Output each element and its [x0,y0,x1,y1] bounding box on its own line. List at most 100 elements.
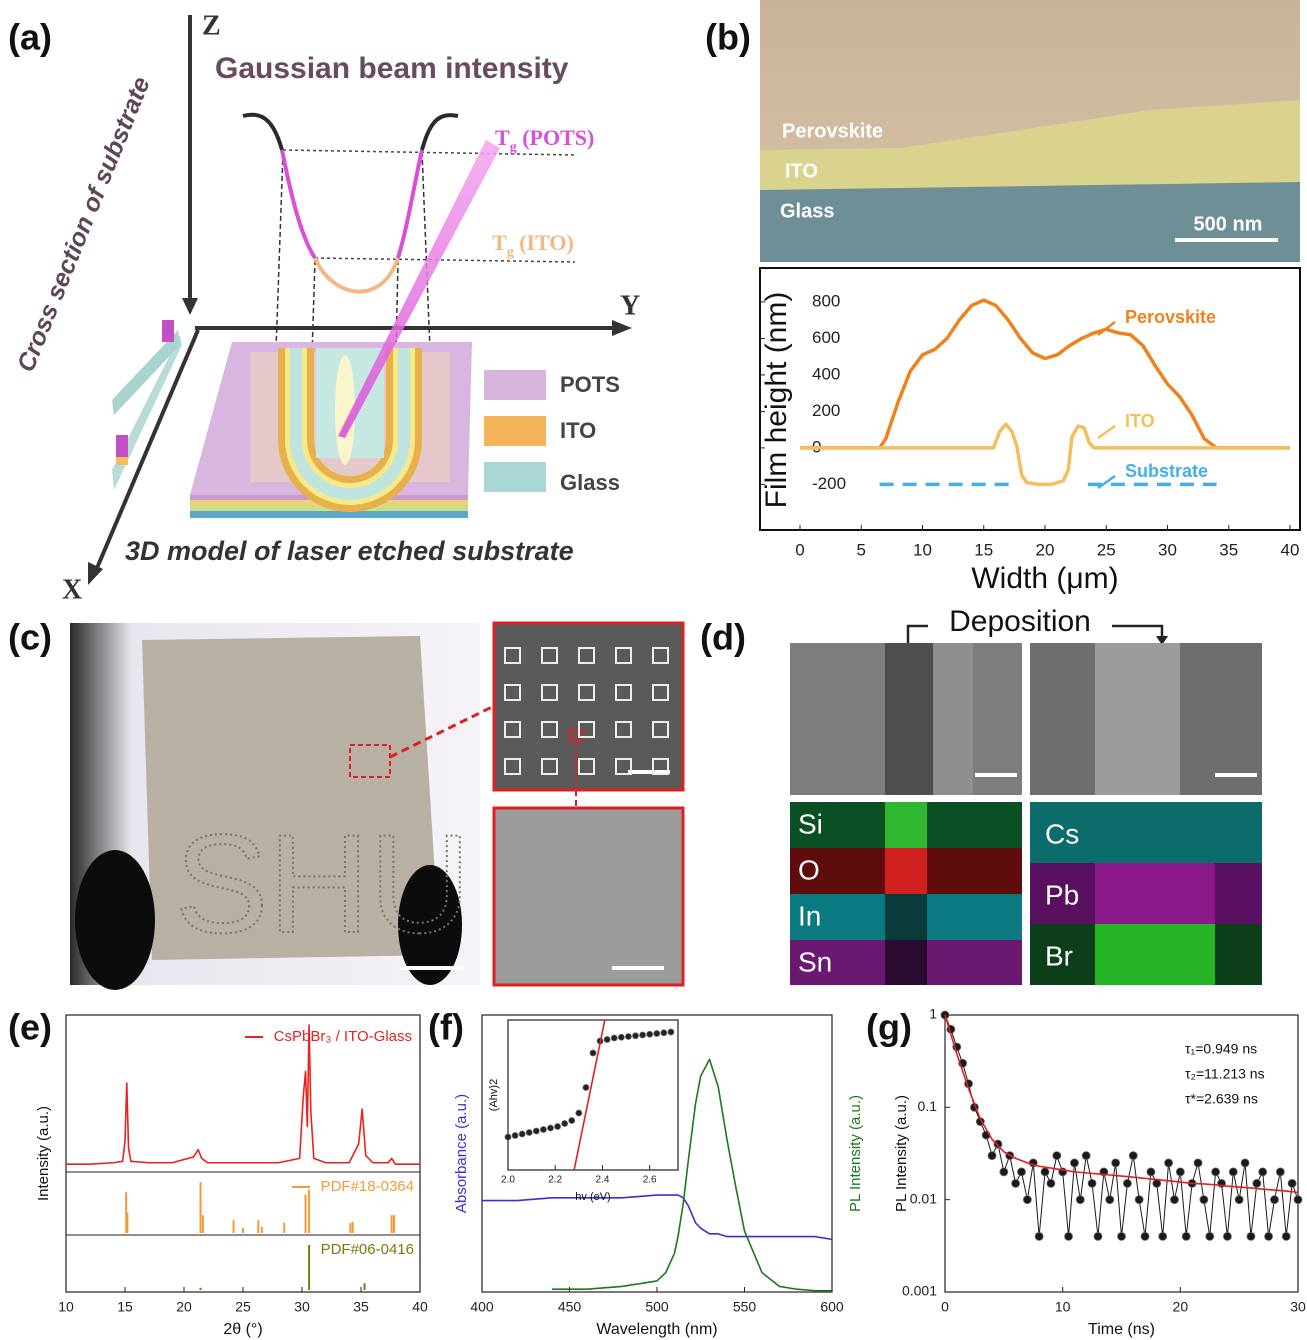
data-point [1246,1232,1256,1241]
plot-frame [944,1014,1299,1293]
layer-label: ITO [785,160,818,182]
y-axis-label: Intensity (a.u.) [35,1106,52,1201]
square [578,758,595,775]
y-tick-label: 200 [812,401,840,420]
plot-bg [945,1015,1298,1292]
data-point [1193,1158,1203,1168]
panel-label: (f) [428,1007,464,1048]
data-point [1170,1195,1179,1205]
legend-label: PDF#18-0364 [321,1178,414,1195]
x-tick-label: 0 [941,1299,949,1315]
data-point [1046,1179,1056,1188]
tg-subscript: g [510,140,517,155]
y-axis-label: Absorbance (a.u.) [453,1094,470,1213]
y-axis-label: Film height (nm) [760,292,793,509]
y-tick-label: 1 [929,1006,937,1022]
series-line [800,298,1290,450]
data-point [1017,1167,1026,1177]
data-point [1011,1179,1020,1188]
data-point [646,1030,654,1038]
square [504,758,521,775]
series-label: ITO [1125,411,1155,431]
x-tick-label: 35 [1219,540,1238,559]
plot-frame [759,267,1301,531]
data-point [1134,1195,1144,1205]
tg-symbol: T [495,125,510,150]
x-axis-label: Time (ns) [1088,1321,1155,1338]
data-point [1199,1195,1209,1205]
series-line [944,1014,1299,1194]
y-tick-label: -200 [812,474,846,493]
axis-name: Z [202,10,221,41]
x-tick-label: 400 [470,1299,494,1315]
data-point [1258,1167,1268,1177]
x-tick-label: 2.6 [643,1175,657,1186]
y-tick-label: 400 [812,364,840,383]
series-label: Perovskite [1125,307,1216,327]
y-tick-label: 0.01 [910,1190,937,1206]
panel-label: (c) [8,617,52,658]
data-point [1087,1179,1097,1188]
x-tick-label: 10 [1055,1299,1071,1315]
data-point [525,1129,533,1136]
data-point [1164,1158,1173,1168]
data-point [1117,1232,1126,1241]
data-point [589,1049,597,1057]
series-line [800,422,1290,487]
annotation: τ₁=0.949 ns [1185,1041,1257,1057]
x-axis-label: 2θ (°) [223,1321,262,1338]
panel-a-drawing [88,15,632,585]
square [652,721,669,738]
square [504,721,521,738]
data-point [1275,1167,1285,1177]
x-tick-label: 20 [1036,540,1055,559]
data-point [1264,1232,1273,1241]
side-label: Cross section of substrate [12,73,156,376]
data-point [610,1034,618,1042]
data-point [532,1127,540,1135]
legend-label: POTS [560,372,620,397]
data-point [511,1132,519,1139]
x-tick-label: 25 [1097,540,1116,559]
data-point [1052,1151,1062,1161]
panel-a-caption: 3D model of laser etched substrate [125,536,574,566]
panel-label: (e) [8,1007,52,1048]
charts: 0 5 10 15 20 25 30 35 40 -200 0 200 400 600 800 Width (… [35,267,1306,1338]
tg-symbol: T [492,230,507,255]
axis-name: X [62,574,82,605]
square [578,721,595,738]
tg-suffix: (POTS) [517,125,595,150]
legend-label: Glass [560,470,620,495]
data-point [1240,1158,1250,1168]
x-tick-label: 2.4 [595,1175,609,1186]
data-point [1146,1167,1156,1177]
y-axis-label: (Ahv)2 [488,1079,500,1111]
data-point [632,1032,639,1040]
x-tick-label: 30 [1158,540,1177,559]
x-tick-label: 10 [58,1299,74,1315]
square [652,758,669,775]
data-point [1205,1232,1215,1241]
eds-element: Br [1045,940,1073,971]
label-arrow [1097,474,1116,490]
square [615,647,632,664]
series-line [573,1019,606,1171]
square [541,721,558,738]
data-point [617,1033,625,1041]
eds-element: Cs [1045,818,1079,849]
square [541,684,558,701]
sem-image [760,0,1300,262]
x-tick-label: 2.0 [501,1175,515,1186]
data-point [1081,1151,1091,1161]
data-point [561,1120,569,1127]
tg-subscript: g [507,245,514,260]
x-axis-label: hv (eV) [575,1191,610,1203]
data-point [1223,1232,1232,1241]
data-point [667,1028,675,1036]
x-tick-label: 15 [974,540,993,559]
series-line [66,1024,420,1165]
axis-name: Y [620,290,640,321]
eds-labels: Si O In Sn Cs Pb Br [798,808,1079,977]
data-point [1064,1232,1073,1241]
scale-bar-label: 500 nm [1194,213,1263,235]
